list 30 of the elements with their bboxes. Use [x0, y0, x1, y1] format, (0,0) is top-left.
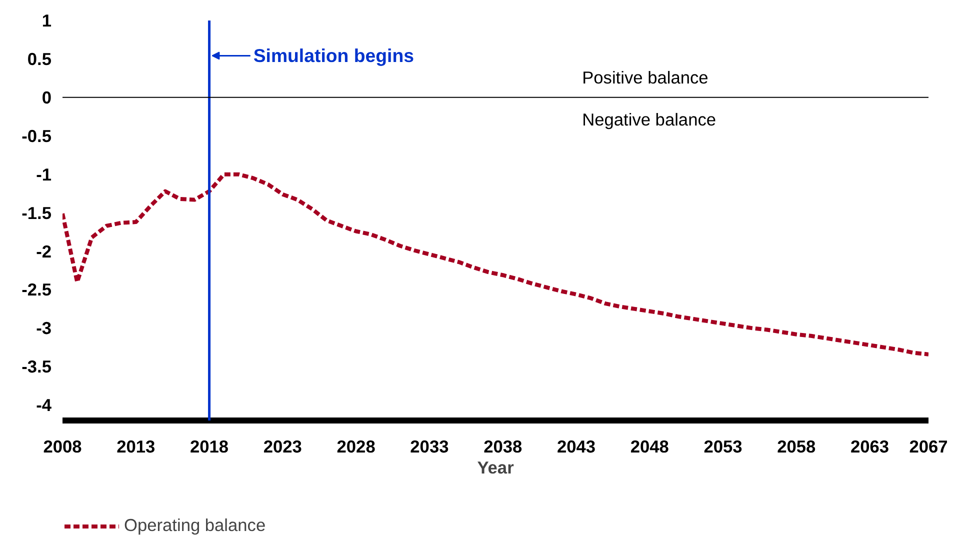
legend-label: Operating balance: [124, 515, 266, 536]
y-tick-label: -1.5: [22, 202, 52, 223]
x-tick-label: 2023: [263, 436, 302, 456]
x-tick-label: 2048: [630, 436, 670, 456]
x-tick-label: 2033: [410, 436, 450, 456]
x-tick-label: 2028: [336, 436, 376, 456]
y-tick-label: -4: [36, 395, 52, 416]
x-axis-title: Year: [477, 458, 514, 478]
x-tick-label: 2043: [556, 436, 596, 456]
y-tick-label: -3.5: [22, 356, 52, 377]
x-tick-label: 2063: [850, 436, 890, 456]
x-tick-label: 2067: [909, 436, 948, 456]
x-tick-label: 2038: [484, 436, 522, 456]
y-tick-label: -1: [36, 164, 52, 184]
x-tick-label: 2008: [43, 436, 82, 456]
y-tick-label: -0.5: [22, 126, 52, 146]
y-tick-label: -2: [36, 241, 52, 262]
y-tick-label: 0.5: [27, 48, 52, 69]
x-tick-label: 2053: [704, 436, 743, 456]
x-tick-label: 2013: [116, 436, 156, 456]
y-tick-label: -2.5: [22, 280, 52, 300]
ref-line-label: Simulation begins: [253, 45, 414, 66]
x-tick-label: 2018: [190, 436, 229, 456]
y-tick-label: 1: [42, 10, 52, 30]
y-tick-label: 0: [42, 87, 52, 108]
annotation: Positive balance: [582, 67, 708, 88]
line-series: [62, 172, 928, 356]
x-tick-label: 2058: [777, 436, 816, 456]
annotation: Negative balance: [582, 109, 716, 130]
y-tick-label: -3: [36, 318, 52, 338]
